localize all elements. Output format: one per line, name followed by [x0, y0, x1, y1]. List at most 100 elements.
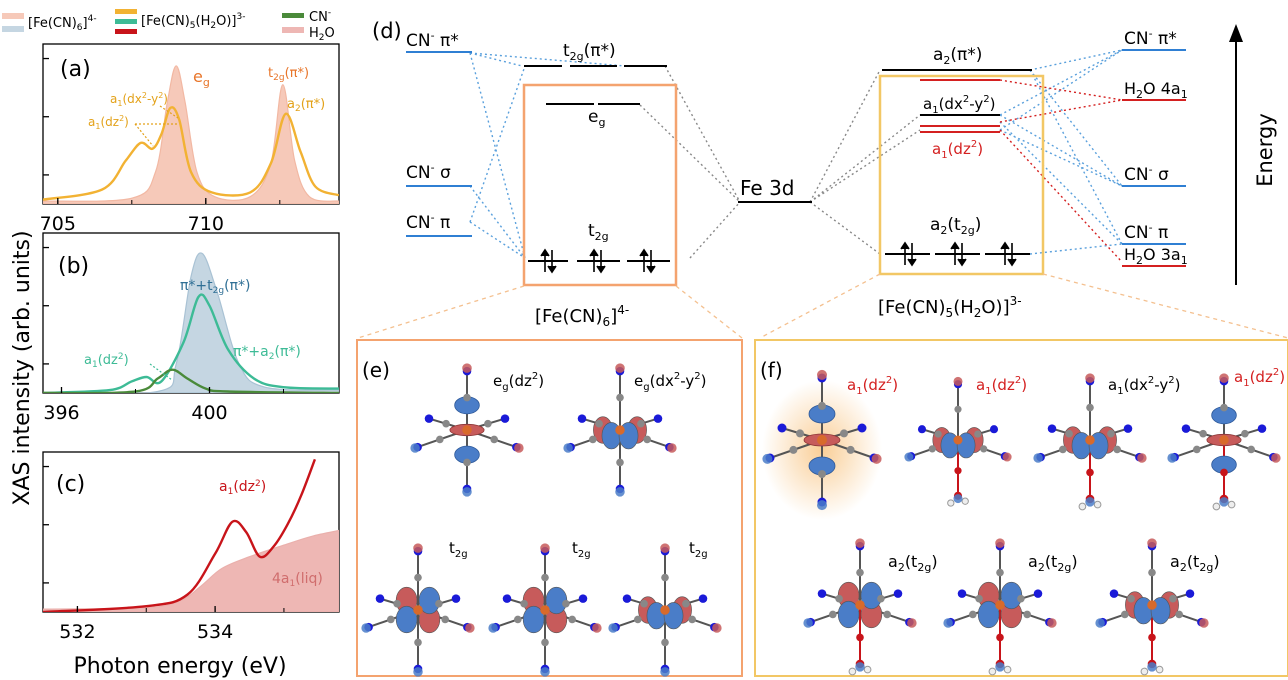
panel-f-tag: (f) [760, 358, 783, 382]
label-t2g-pi: t2g(π*) [563, 41, 616, 63]
panel-e-label-2: eg(dx2-y2) [634, 371, 707, 393]
panel-e-frame [356, 339, 743, 677]
panel-e-label-4: t2g [572, 539, 591, 560]
x-axis-label: Photon energy (eV) [73, 654, 286, 679]
electron-arrows-left [540, 248, 656, 274]
panel-d: (d) CN- π* CN- σ CN- π t2g(π*) eg t2g [357, 19, 1288, 339]
orbital-molecule [410, 363, 524, 497]
panel-f-label-1: a1(dz2) [847, 375, 898, 397]
orbital-molecule [1095, 538, 1209, 676]
panel-a-plot: 705 710 [40, 57, 339, 235]
panel-a-t2g: t2g(π*) [268, 66, 309, 83]
x-tick-label-0: 396 [43, 402, 79, 424]
orbital-molecule [1167, 373, 1281, 511]
electron-arrows-right [900, 241, 1017, 267]
panel-e-orbitals [361, 363, 722, 677]
panel-c: 532 534 (c) a1(dz2) 4a1(liq) [42, 451, 340, 643]
orbital-molecule [608, 543, 722, 677]
y-axis-label: XAS intensity (arb. units) [10, 230, 35, 505]
panel-c-l1: a1(dz2) [219, 479, 266, 497]
orbital-molecule [488, 543, 602, 677]
label-right-cn-pi: CN- π [1124, 221, 1168, 243]
panel-a-leader-2 [134, 123, 178, 147]
x-tick-label-0: 705 [40, 213, 76, 235]
series-line-1 [43, 106, 339, 201]
panel-a-a1-dx2y2: a1(dx2-y2) [110, 91, 168, 108]
panel-a-a2: a2(π*) [287, 97, 325, 114]
energy-label: Energy [1253, 113, 1277, 187]
panel-b-l3: a1(dz2) [84, 352, 129, 370]
x-tick-label-0: 532 [59, 621, 95, 643]
orbital-molecule [1033, 373, 1147, 511]
legend-swatch-fecn5-b [115, 19, 137, 24]
panel-e-label-3: t2g [449, 539, 468, 560]
orbital-molecule [803, 538, 917, 676]
panel-f-label-2: a1(dz2) [976, 375, 1027, 397]
label-right-h2o-4a1: H2O 4a1 [1124, 79, 1188, 101]
panel-a-eg: eg [193, 67, 210, 89]
label-right-h2o-3a1: H2O 3a1 [1124, 245, 1188, 267]
panel-b-plot: 396 400 [43, 246, 339, 424]
panel-b: 396 400 (b) π*+t2g(π*) π*+a2(π*) a1(dz2) [42, 232, 340, 424]
panel-f-label-7: a2(t2g) [1170, 552, 1220, 574]
x-tick-label-1: 710 [188, 213, 224, 235]
label-eg: eg [588, 107, 605, 129]
label-right-cn-pistar: CN- π* [1124, 27, 1177, 49]
legend-swatch-cn [282, 13, 304, 18]
panel-b-leader [149, 363, 173, 381]
legend-swatch-fecn6-a [2, 13, 24, 19]
orbital-molecule [762, 369, 882, 520]
orbital-molecule [904, 376, 1012, 507]
orbital-molecule [361, 543, 475, 677]
label-a1-dx2y2: a1(dx2-y2) [923, 94, 995, 116]
label-a2-t2g: a2(t2g) [930, 215, 981, 237]
panel-c-tag: (c) [56, 472, 85, 497]
legend-cn: CN- [309, 8, 331, 25]
panel-e-tag: (e) [362, 358, 390, 382]
legend-swatch-fecn5-c [115, 29, 137, 34]
orbital-molecule [943, 538, 1057, 676]
series-area-0 [43, 529, 339, 612]
label-a1-dz2: a1(dz2) [932, 139, 983, 161]
series-line-1 [43, 458, 317, 612]
label-left-cn-sigma: CN- σ [406, 161, 451, 183]
panel-d-tag: (d) [372, 19, 402, 43]
legend-swatch-fecn5-a [115, 9, 137, 14]
panel-b-l2: π*+a2(π*) [233, 344, 301, 362]
x-tick-label-1: 534 [197, 621, 233, 643]
panel-f-frame [754, 339, 1288, 677]
mo-connectors [469, 49, 1123, 263]
label-left-cn-pistar: CN- π* [406, 29, 459, 51]
label-left-cn-pi: CN- π [406, 211, 450, 233]
panel-a-tag: (a) [60, 57, 91, 82]
panel-e-label-1: eg(dz2) [493, 371, 544, 393]
panel-f-label-3: a1(dx2-y2) [1108, 375, 1180, 397]
box-fecn5h2o [878, 74, 1045, 276]
label-fe3d: Fe 3d [740, 176, 795, 200]
box-fecn6 [522, 83, 678, 287]
panel-c-l2: 4a1(liq) [272, 571, 323, 589]
legend-swatch-h2o [282, 27, 304, 33]
label-complex2: [Fe(CN)5(H2O)]3- [878, 294, 1022, 320]
panel-a-a1-dz2: a1(dz2) [88, 114, 129, 131]
legend-h2o: H2O [309, 26, 335, 43]
panel-c-plot: 532 534 [43, 458, 339, 643]
panel-b-tag: (b) [58, 254, 89, 279]
orbital-molecule [563, 363, 677, 497]
legend-fecn5h2o: [Fe(CN)5(H2O)]3- [141, 12, 246, 31]
label-a2-pi: a2(π*) [933, 45, 982, 67]
x-tick-label-1: 400 [191, 402, 227, 424]
label-t2g: t2g [588, 221, 609, 243]
panel-e-label-5: t2g [689, 539, 708, 560]
panel-f-label-5: a2(t2g) [888, 552, 938, 574]
series-line-1 [43, 293, 339, 393]
panel-b-l1: π*+t2g(π*) [180, 278, 250, 296]
legend-swatch-fecn6-b [2, 26, 24, 32]
panel-a: 705 710 (a) eg t2g(π*) a2(π*) a1(dx2-y2) … [40, 43, 340, 235]
energy-arrow-head [1229, 24, 1243, 42]
panel-f-label-6: a2(t2g) [1028, 552, 1078, 574]
panel-f-label-4: a1(dz2) [1234, 367, 1285, 389]
label-right-cn-sigma: CN- σ [1124, 163, 1169, 185]
label-complex1: [Fe(CN)6]4- [535, 303, 629, 329]
